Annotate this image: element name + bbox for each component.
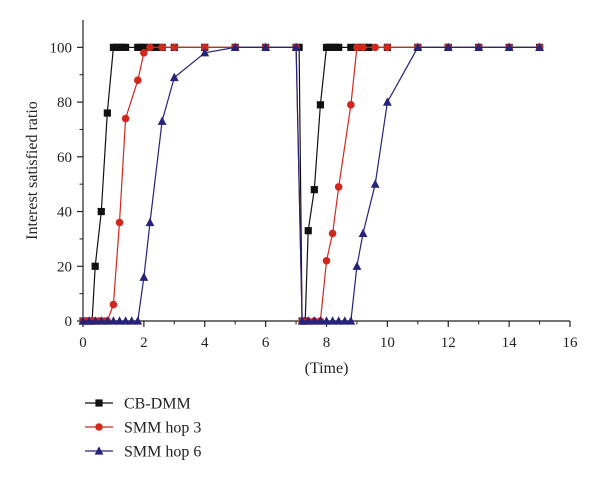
data-point [309, 316, 319, 325]
data-point [443, 42, 453, 51]
legend-item: SMM hop 6 [85, 444, 201, 461]
data-point [335, 43, 343, 51]
x-tick-label: 8 [323, 335, 331, 351]
legend-marker [95, 399, 103, 407]
data-point [347, 43, 355, 51]
data-point [504, 42, 514, 51]
data-point [96, 316, 106, 325]
legend-item: SMM hop 3 [85, 420, 201, 437]
data-point [352, 261, 362, 270]
y-tick-label: 40 [57, 205, 72, 221]
series-circle [79, 43, 544, 325]
data-point [78, 316, 88, 325]
legend-item: CB-DMM [85, 396, 191, 413]
series-square [79, 43, 544, 325]
data-point [140, 49, 148, 57]
series-line [83, 46, 540, 322]
y-tick-label: 100 [50, 40, 73, 56]
data-point [169, 72, 179, 82]
data-point [413, 42, 423, 51]
data-point [109, 300, 118, 309]
data-point [334, 316, 344, 325]
legend: CB-DMM SMM hop 3 SMM hop 6 [85, 396, 201, 461]
data-point [121, 114, 130, 123]
data-point [328, 316, 337, 325]
data-point [230, 42, 240, 51]
x-tick-label: 6 [262, 335, 270, 351]
x-tick-label: 0 [79, 335, 87, 351]
data-point [90, 316, 100, 325]
data-point [297, 316, 307, 325]
data-point [84, 316, 94, 325]
data-point [115, 316, 124, 325]
legend-label: SMM hop 3 [124, 420, 201, 437]
y-axis-title: Interest satisfied ratio [24, 101, 41, 240]
data-point [358, 228, 368, 238]
data-point [157, 116, 167, 125]
data-point [328, 229, 337, 238]
x-tick-label: 16 [563, 335, 579, 351]
legend-label: CB-DMM [124, 396, 191, 413]
x-tick-label: 2 [140, 335, 148, 351]
data-point [303, 316, 313, 325]
data-point [261, 42, 271, 51]
data-point [340, 316, 350, 325]
data-point [139, 272, 149, 281]
series-line [83, 46, 540, 322]
legend-label: SMM hop 6 [124, 444, 201, 461]
data-point [200, 43, 209, 52]
data-point [122, 43, 130, 51]
data-point [322, 316, 331, 325]
data-point [310, 186, 318, 194]
data-point [140, 43, 148, 51]
x-tick-label: 14 [502, 335, 518, 351]
data-point [370, 179, 380, 188]
data-point [102, 316, 112, 325]
legend-marker [95, 423, 103, 431]
data-point [322, 257, 331, 265]
series-line [83, 46, 540, 322]
data-point [535, 42, 544, 51]
data-point [382, 97, 392, 106]
data-point [304, 227, 312, 235]
y-tick-label: 60 [57, 150, 72, 166]
data-point [121, 316, 131, 325]
plot-area [78, 42, 544, 325]
data-point [146, 43, 154, 52]
data-point [200, 48, 210, 57]
data-point [346, 316, 356, 325]
x-tick-label: 10 [380, 335, 395, 351]
data-point [347, 101, 355, 109]
y-tick-label: 20 [57, 259, 72, 275]
data-point [316, 316, 325, 325]
data-point [127, 316, 137, 325]
data-point [97, 207, 105, 216]
series-triangle [78, 42, 544, 325]
data-point [109, 316, 118, 325]
legend-marker [94, 446, 104, 455]
data-point [316, 101, 325, 109]
data-point [383, 43, 392, 52]
data-point [145, 217, 155, 227]
axes: 0 2 4 6 8 10 12 14 16 0 20 40 60 80 100 (Time) Interest … [24, 20, 578, 377]
y-tick-label: 0 [65, 314, 73, 330]
x-axis-title: (Time) [305, 360, 349, 377]
data-point [474, 42, 484, 51]
y-tick-label: 80 [57, 95, 72, 111]
x-tick-label: 12 [441, 335, 456, 351]
data-point [115, 218, 124, 227]
data-point [291, 42, 301, 51]
data-point [170, 43, 179, 52]
data-point [334, 183, 343, 191]
data-point [133, 316, 143, 325]
data-point [371, 43, 380, 52]
data-point [103, 109, 111, 117]
data-point [359, 43, 367, 52]
data-point [133, 76, 142, 84]
data-point [158, 43, 166, 52]
data-point [91, 262, 99, 270]
data-point [353, 43, 361, 52]
x-tick-label: 4 [201, 335, 209, 351]
